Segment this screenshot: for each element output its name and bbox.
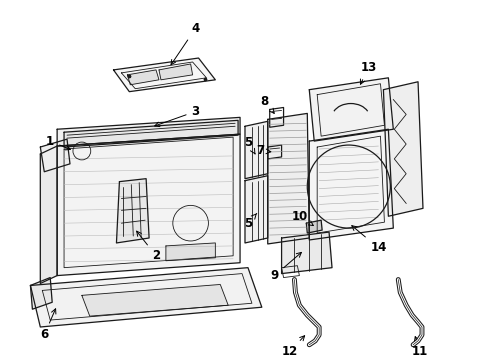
Text: 13: 13: [361, 62, 377, 84]
Text: 10: 10: [291, 210, 313, 226]
Polygon shape: [30, 268, 262, 327]
Polygon shape: [159, 64, 193, 80]
Polygon shape: [245, 121, 268, 179]
Text: 5: 5: [244, 213, 257, 230]
Text: 11: 11: [412, 337, 428, 358]
Polygon shape: [57, 117, 240, 146]
Polygon shape: [282, 232, 332, 274]
Polygon shape: [127, 70, 159, 85]
Text: 5: 5: [244, 136, 255, 154]
Text: 1: 1: [46, 135, 71, 150]
Polygon shape: [166, 243, 215, 261]
Text: 8: 8: [261, 95, 274, 113]
Polygon shape: [309, 78, 393, 141]
Text: 14: 14: [352, 226, 387, 255]
Text: 9: 9: [270, 252, 301, 282]
Text: 12: 12: [281, 336, 305, 358]
Polygon shape: [114, 58, 215, 92]
Polygon shape: [82, 284, 228, 316]
Polygon shape: [30, 278, 52, 309]
Polygon shape: [117, 179, 149, 243]
Polygon shape: [40, 146, 57, 283]
Polygon shape: [306, 220, 322, 233]
Polygon shape: [40, 139, 70, 172]
Text: 3: 3: [155, 105, 199, 127]
Text: 6: 6: [40, 309, 56, 341]
Polygon shape: [309, 129, 393, 240]
Polygon shape: [384, 82, 423, 216]
Polygon shape: [57, 134, 240, 275]
Text: 7: 7: [256, 144, 271, 157]
Text: 2: 2: [137, 231, 160, 262]
Polygon shape: [245, 176, 268, 243]
Text: 4: 4: [171, 22, 200, 65]
Polygon shape: [64, 120, 238, 147]
Polygon shape: [268, 113, 309, 244]
